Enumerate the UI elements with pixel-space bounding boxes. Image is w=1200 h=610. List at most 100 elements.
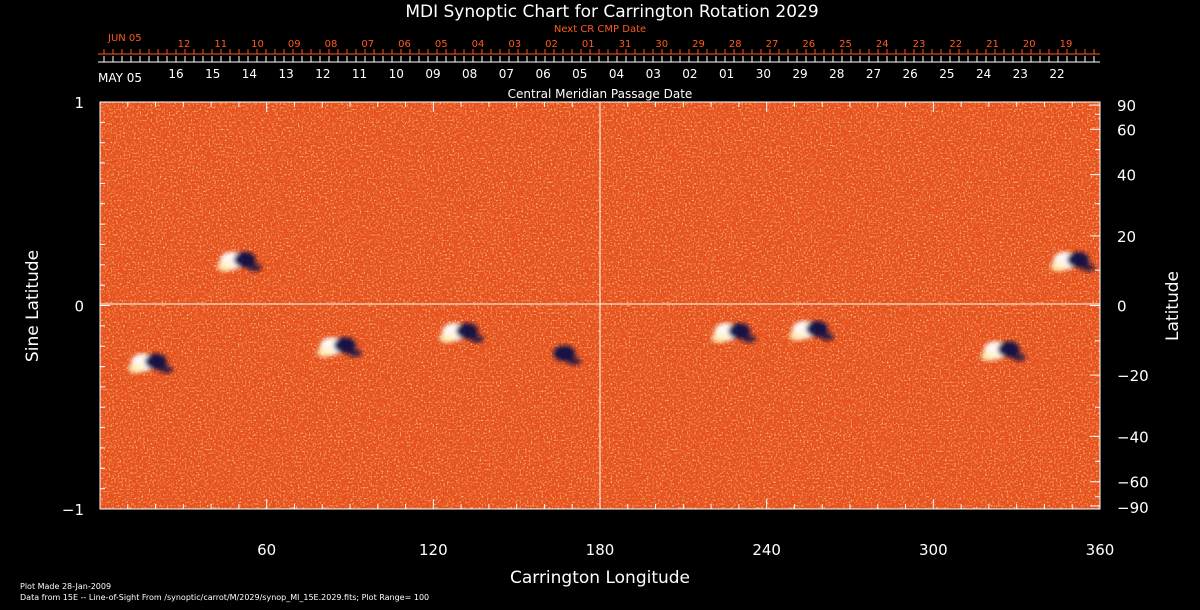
topCmpTicks-label: 09 [425,67,440,81]
negative-flux [997,341,1020,358]
negative-flux [145,353,167,370]
active-region [1050,251,1096,272]
active-region [553,345,582,366]
y-tick-right-label: −90 [1117,499,1149,517]
y-tick-right-label: 20 [1117,228,1136,246]
y-tick-right-label: −40 [1117,428,1149,446]
topNextTicks-label: 07 [361,39,374,50]
y-tick-left-label: −1 [62,501,84,519]
x-axis-label: Carrington Longitude [510,568,690,588]
negative-flux [728,322,751,339]
y-tick-left-label: 1 [74,94,84,112]
next-cmp-date-axis: 12 11 10 09 08 07 06 05 04 03 02 01 31 30 29 28 27 26 25 24… [98,39,1100,55]
negative-flux [1067,251,1090,268]
x-tick-label: 360 [1086,541,1115,559]
topCmpTicks-label: 28 [829,67,844,81]
topCmpTicks-label: 30 [756,67,771,81]
left-y-axis-ticks: 1 0 −1 [62,94,110,519]
active-region [128,353,173,374]
positive-flux-halo [980,351,997,362]
topNextTicks-label: 26 [802,39,815,50]
next-cmp-caption: Next CR CMP Date [554,24,646,35]
x-axis-ticks: 60 120 180 240 300 360 [127,102,1115,559]
topCmpTicks-label: 13 [278,67,293,81]
negative-flux-tail [567,357,582,366]
data-source-note: Data from 15E -- Line-of-Sight From /syn… [20,593,429,602]
right-y-axis-ticks: 90 60 40 20 0 −20 −40 −60 −90 [1090,97,1149,517]
positive-flux-halo [1050,261,1067,272]
topCmpTicks-label: 23 [1013,67,1028,81]
topCmpTicks-label: 05 [572,67,587,81]
topNextTicks-label: 31 [619,39,632,50]
negative-flux-tail [1081,263,1096,272]
y-tick-right-label: 90 [1117,97,1136,115]
active-region [980,341,1026,362]
y-tick-left-label: 0 [74,298,84,316]
topCmpTicks-label: 12 [315,67,330,81]
negative-flux-tail [742,334,757,343]
topNextTicks-label: 08 [325,39,338,50]
positive-flux-halo [439,332,456,343]
topNextTicks-label: 09 [288,39,301,50]
topCmpTicks-label: 06 [535,67,550,81]
active-region [711,322,757,343]
topNextTicks-label: 10 [251,39,264,50]
topCmpTicks-label: 26 [903,67,918,81]
topCmpTicks-label: 25 [939,67,954,81]
topNextTicks-label: 27 [766,39,779,50]
y-tick-right-label: −20 [1117,367,1149,385]
positive-flux-halo [789,330,806,341]
left-y-axis-label: Sine Latitude [23,250,43,362]
topNextTicks-label: 03 [508,39,521,50]
topCmpTicks-label: 07 [499,67,514,81]
cmp-date-axis: 16 15 14 13 12 11 10 09 08 07 06 05 04 03 02 01 30 29 28 27… [98,56,1100,81]
negative-flux [553,345,576,362]
topNextTicks-label: 24 [876,39,889,50]
active-regions [128,251,1096,374]
topNextTicks-label: 25 [839,39,852,50]
topNextTicks-label: 11 [214,39,227,50]
positive-flux-halo [216,261,233,272]
topCmpTicks-label: 04 [609,67,624,81]
chart-title: MDI Synoptic Chart for Carrington Rotati… [405,2,818,22]
negative-flux-tail [470,334,485,343]
topNextTicks-label: 23 [913,39,926,50]
topNextTicks-label: 12 [178,39,191,50]
positive-flux-halo [711,332,728,343]
negative-flux [233,251,256,268]
x-tick-label: 60 [257,541,276,559]
topCmpTicks-label: 15 [205,67,220,81]
topNextTicks-label: 28 [729,39,742,50]
topCmpTicks-label: 03 [646,67,661,81]
topCmpTicks-label: 10 [389,67,404,81]
negative-flux-tail [1011,353,1026,362]
y-tick-right-label: 0 [1117,298,1127,316]
negative-flux-tail [820,332,835,341]
negative-flux [806,320,829,337]
negative-flux [333,337,356,354]
plot-made-note: Plot Made 28-Jan-2009 [20,582,111,591]
negative-flux [456,322,479,339]
cmp-caption: Central Meridian Passage Date [508,87,693,101]
topCmpTicks-label: 22 [1049,67,1064,81]
x-tick-label: 180 [586,541,615,559]
topNextTicks-label: 30 [655,39,668,50]
negative-flux-tail [347,349,362,358]
topNextTicks-label: 22 [949,39,962,50]
topNextTicks-label: 05 [435,39,448,50]
topCmpTicks-label: 01 [719,67,734,81]
topCmpTicks-label: 11 [352,67,367,81]
cmp-month-label: MAY 05 [98,71,142,85]
active-region [316,337,362,358]
topCmpTicks-label: 27 [866,67,881,81]
topNextTicks-label: 06 [398,39,411,50]
active-region [439,322,485,343]
active-region [216,251,262,272]
topCmpTicks-label: 24 [976,67,991,81]
topCmpTicks-label: 08 [462,67,477,81]
negative-flux-tail [247,263,262,272]
topNextTicks-label: 02 [545,39,558,50]
topNextTicks-label: 29 [692,39,705,50]
next-month-label: JUN 05 [107,33,142,44]
